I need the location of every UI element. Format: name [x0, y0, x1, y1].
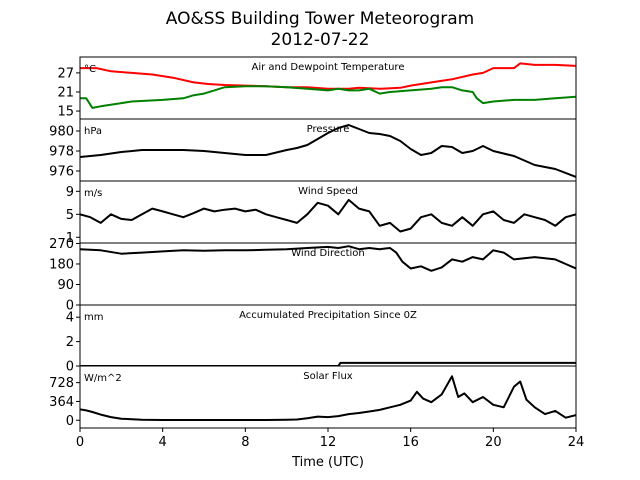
panel-3-ytick-label-3: 270 [49, 237, 74, 252]
xtick-label-4: 16 [402, 435, 419, 450]
panel-0-unit: °C [84, 64, 96, 75]
panel-0: 15 21 27 °C Air and Dewpoint Temperature [57, 56, 577, 120]
figure-title-line2: 2012-07-22 [271, 30, 370, 50]
panel-0-title: Air and Dewpoint Temperature [252, 62, 405, 73]
xtick-label-0: 0 [76, 435, 84, 450]
panel-0-ytick-label-2: 27 [57, 66, 74, 81]
panel-5-ytick-label-2: 728 [49, 376, 74, 391]
xtick-label-5: 20 [485, 435, 502, 450]
panel-1: 976 978 980 hPa Pressure [49, 118, 577, 182]
panel-2: 1 5 9 m/s Wind Speed [66, 180, 577, 246]
panel-5-series-0-line [80, 375, 576, 421]
panel-4-title: Accumulated Precipitation Since 0Z [239, 310, 417, 321]
panel-4: 0 2 4 mm Accumulated Precipitation Since 0Z [66, 304, 577, 375]
panel-5-ytick-label-1: 364 [49, 395, 74, 410]
panel-0-ytick-label-1: 21 [57, 85, 74, 100]
x-axis: 0 4 8 12 16 20 24 [76, 428, 584, 450]
panel-4-ytick-label-2: 4 [66, 311, 74, 326]
panel-4-ytick-label-0: 0 [66, 360, 74, 375]
panel-0-series-0-line [80, 62, 576, 90]
panel-1-ytick-label-1: 978 [49, 145, 74, 160]
panel-1-unit: hPa [84, 126, 102, 137]
panel-2-ytick-label-0: 1 [66, 231, 74, 246]
xtick-label-3: 12 [320, 435, 337, 450]
panel-1-title: Pressure [307, 124, 350, 135]
panel-4-ytick-label-1: 2 [66, 335, 74, 350]
panel-2-series-0-line [80, 198, 576, 233]
panel-4-series-0-line [80, 361, 576, 366]
xtick-label-2: 8 [241, 435, 249, 450]
panel-4-unit: mm [84, 312, 103, 323]
panel-5-unit: W/m^2 [84, 373, 122, 384]
panel-2-ytick-label-2: 9 [66, 185, 74, 200]
xtick-label-1: 4 [159, 435, 167, 450]
panel-3-ytick-label-1: 90 [57, 278, 74, 293]
panel-5: 0 364 728 W/m^2 Solar Flux [49, 365, 577, 429]
panel-1-ytick-label-2: 980 [49, 125, 74, 140]
panel-5-ytick-label-0: 0 [66, 414, 74, 429]
panel-1-ytick-label-0: 976 [49, 165, 74, 180]
panel-5-title: Solar Flux [303, 371, 353, 382]
panel-3-ytick-label-2: 180 [49, 257, 74, 272]
panel-0-ytick-label-0: 15 [57, 105, 74, 120]
panel-3-title: Wind Direction [291, 248, 365, 259]
x-axis-label: Time (UTC) [291, 455, 364, 470]
figure-title-line1: AO&SS Building Tower Meteorogram [166, 9, 474, 29]
panel-1-series-0-line [80, 124, 576, 178]
panel-2-unit: m/s [84, 188, 102, 199]
panel-0-series-1-line [80, 85, 576, 109]
panel-3-series-0-line [80, 245, 576, 272]
panel-2-ytick-label-1: 5 [66, 208, 74, 223]
panel-2-title: Wind Speed [298, 186, 358, 197]
panel-3-ytick-label-0: 0 [66, 299, 74, 314]
xtick-label-6: 24 [568, 435, 585, 450]
panel-3: 0 90 180 270 Wind Direction [49, 237, 577, 314]
